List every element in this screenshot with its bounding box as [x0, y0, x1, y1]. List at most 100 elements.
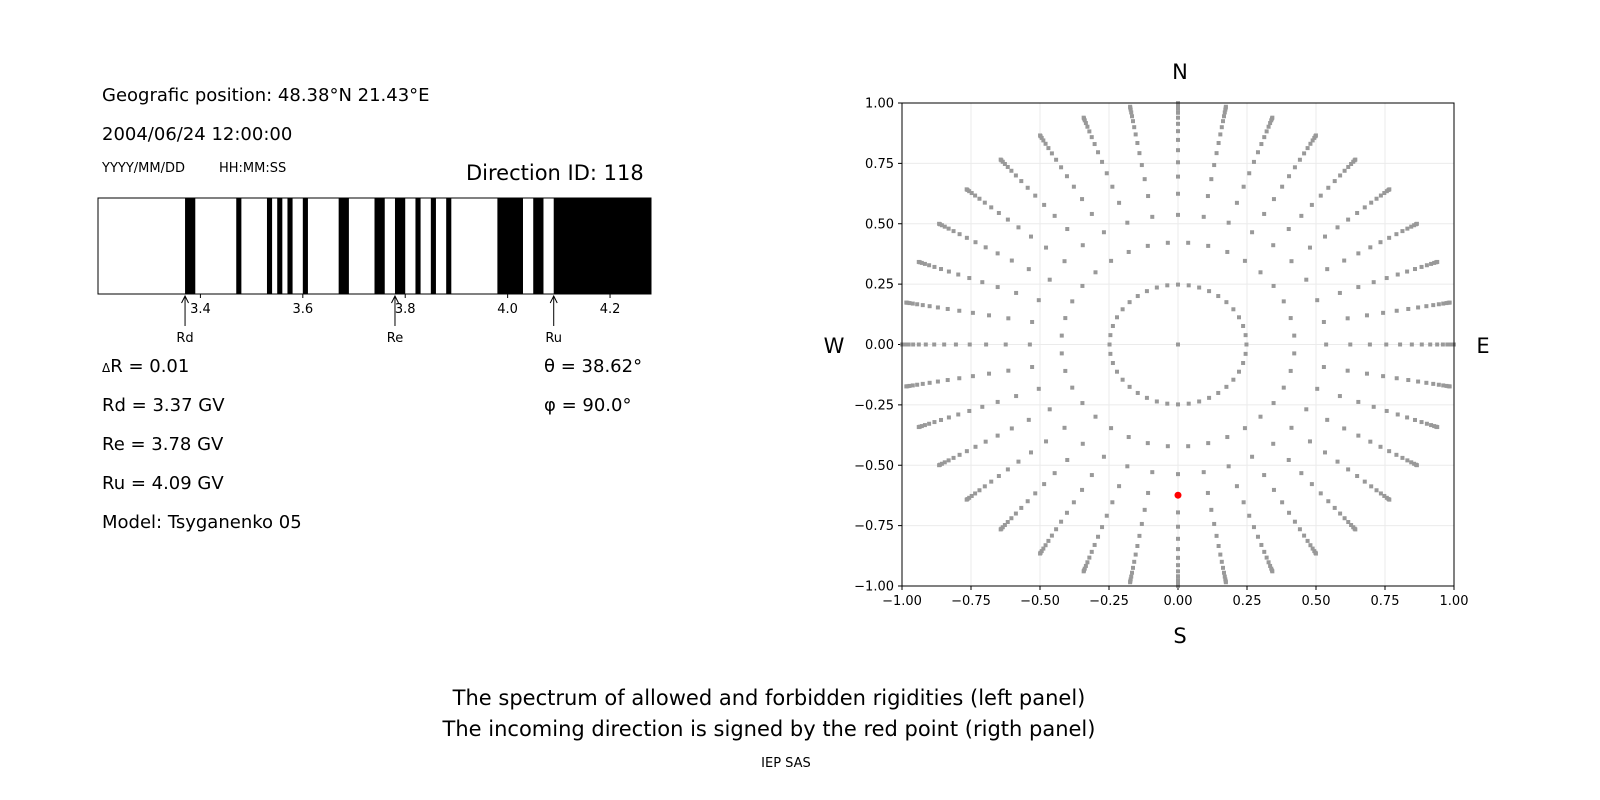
- grid-point: [1135, 390, 1140, 395]
- grid-point: [1120, 377, 1125, 382]
- grid-point: [1014, 290, 1019, 295]
- grid-point: [1337, 290, 1342, 295]
- grid-point: [1292, 333, 1297, 338]
- grid-point: [1144, 395, 1149, 400]
- grid-point: [1384, 408, 1389, 413]
- grid-point: [1038, 551, 1043, 556]
- grid-point: [1176, 212, 1180, 217]
- forbidden-band: [185, 198, 196, 294]
- grid-point: [1176, 563, 1180, 568]
- grid-point: [1355, 474, 1360, 479]
- grid-point: [1080, 283, 1085, 288]
- grid-point: [1251, 159, 1256, 164]
- grid-point: [977, 196, 982, 201]
- grid-point: [1264, 129, 1269, 134]
- grid-point: [1176, 578, 1180, 583]
- grid-point: [1356, 399, 1361, 404]
- grid-point: [956, 272, 961, 277]
- forbidden-band: [287, 198, 293, 294]
- grid-point: [1100, 159, 1105, 164]
- grid-point: [1186, 444, 1191, 449]
- grid-point: [1207, 289, 1212, 294]
- grid-point: [1362, 205, 1367, 210]
- grid-point: [1146, 490, 1151, 495]
- grid-point: [983, 245, 988, 250]
- grid-point: [951, 455, 956, 460]
- grid-point: [964, 449, 969, 454]
- grid-point: [1378, 240, 1383, 245]
- grid-point: [1085, 124, 1090, 129]
- y-tick-label: −0.25: [854, 398, 894, 413]
- forbidden-band: [236, 198, 242, 294]
- grid-point: [1255, 150, 1260, 155]
- grid-point: [1176, 510, 1180, 515]
- grid-point: [919, 260, 924, 265]
- grid-point: [998, 157, 1003, 162]
- grid-point: [1071, 184, 1076, 189]
- grid-point: [1441, 301, 1446, 306]
- grid-point: [1043, 141, 1048, 146]
- grid-point: [1250, 230, 1255, 235]
- grid-point: [1231, 307, 1236, 312]
- grid-point: [1014, 394, 1019, 399]
- grid-point: [1342, 426, 1347, 431]
- grid-point: [1176, 137, 1180, 142]
- grid-point: [1142, 507, 1147, 512]
- grid-point: [1435, 425, 1440, 430]
- grid-point: [1009, 516, 1014, 521]
- y-tick-label: 0.75: [865, 157, 894, 172]
- grid-point: [1315, 386, 1320, 391]
- grid-point: [1264, 555, 1269, 560]
- grid-point: [1241, 323, 1246, 328]
- grid-point: [1356, 251, 1361, 256]
- x-tick-label: −0.50: [1020, 594, 1060, 609]
- grid-point: [967, 342, 972, 347]
- grid-point: [957, 308, 962, 313]
- grid-point: [996, 210, 1001, 215]
- grid-point: [1042, 202, 1047, 207]
- grid-point: [1416, 305, 1421, 310]
- grid-point: [1346, 520, 1351, 525]
- grid-point: [1242, 426, 1247, 431]
- grid-point: [1201, 470, 1206, 475]
- grid-point: [1107, 342, 1112, 347]
- grid-point: [1387, 187, 1392, 192]
- grid-point: [1186, 283, 1191, 288]
- grid-point: [1299, 213, 1304, 218]
- delta-symbol: Δ: [102, 361, 111, 375]
- arrow-head-icon: [391, 294, 399, 304]
- x-tick-label: −0.25: [1089, 594, 1129, 609]
- grid-point: [1419, 264, 1424, 269]
- grid-point: [1092, 142, 1097, 147]
- delta-r-value: R = 0.01: [110, 356, 190, 377]
- grid-point: [946, 269, 951, 274]
- grid-point: [1259, 142, 1264, 147]
- grid-point: [1345, 368, 1350, 373]
- grid-point: [1042, 482, 1047, 487]
- grid-point: [1176, 569, 1180, 574]
- grid-point: [937, 463, 942, 468]
- caption-line-1: The spectrum of allowed and forbidden ri…: [452, 686, 1086, 710]
- grid-point: [1342, 258, 1347, 263]
- grid-point: [1368, 439, 1373, 444]
- grid-point: [1059, 333, 1064, 338]
- grid-point: [1243, 351, 1248, 356]
- grid-point: [1412, 417, 1417, 422]
- grid-point: [932, 342, 937, 347]
- grid-point: [951, 229, 956, 234]
- grid-point: [911, 342, 916, 347]
- forbidden-band: [277, 198, 283, 294]
- grid-point: [1309, 202, 1314, 207]
- grid-point: [1214, 151, 1219, 156]
- grid-point: [1216, 543, 1221, 548]
- grid-point: [1127, 300, 1132, 305]
- grid-point: [1310, 546, 1315, 551]
- x-tick-label: 3.4: [190, 302, 211, 317]
- grid-point: [1308, 141, 1313, 146]
- grid-point: [1062, 259, 1067, 264]
- grid-point: [1342, 516, 1347, 521]
- grid-point: [1205, 490, 1210, 495]
- grid-point: [1281, 299, 1286, 304]
- compass-north: N: [1172, 60, 1188, 84]
- grid-point: [1046, 146, 1051, 151]
